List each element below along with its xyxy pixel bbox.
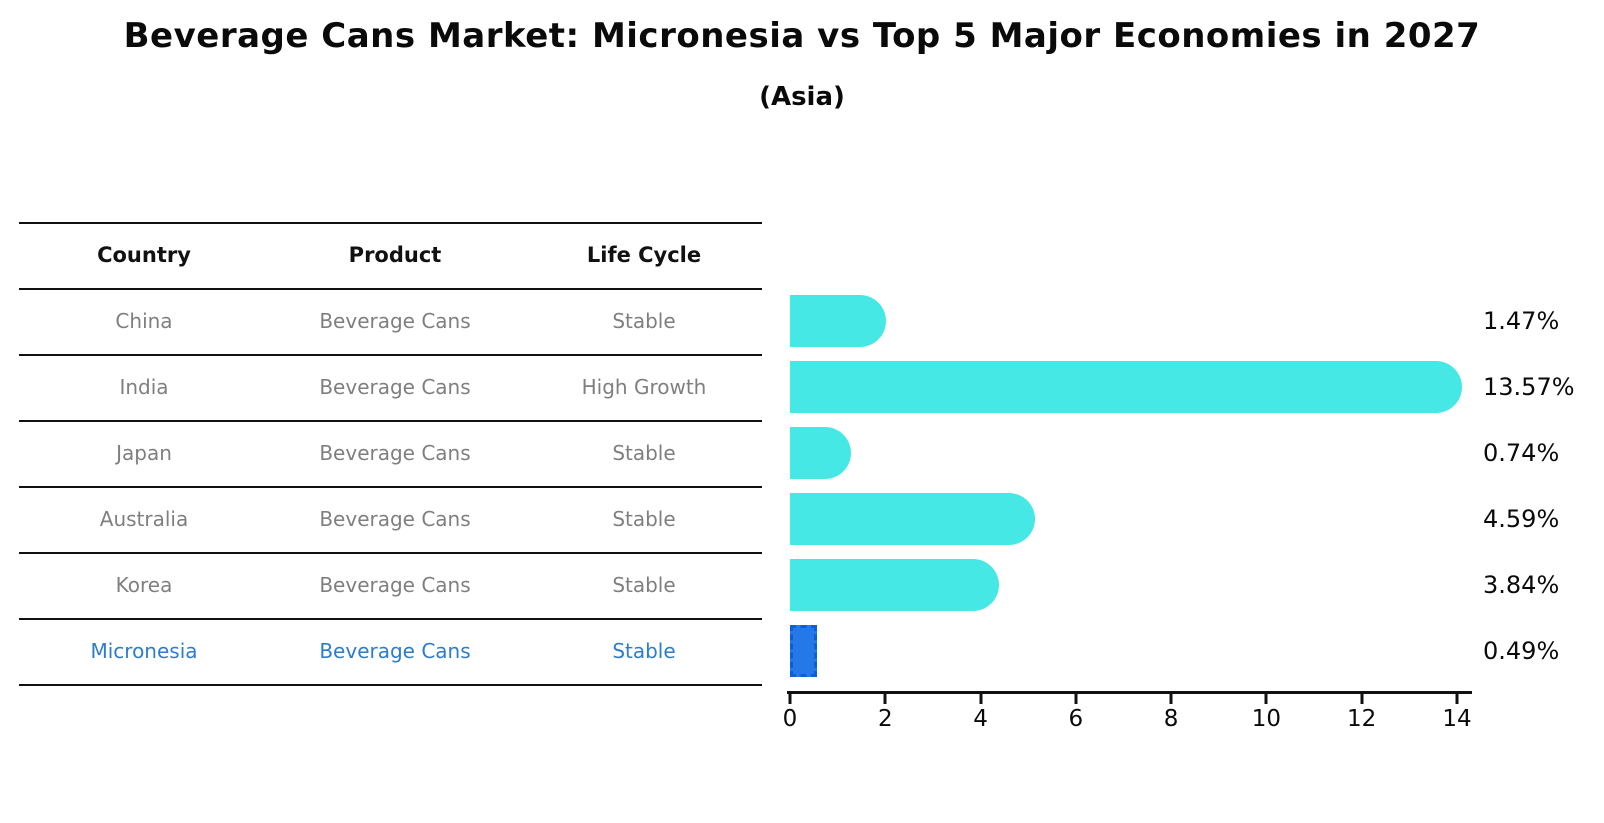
x-axis-tick-label: 6: [1068, 706, 1084, 732]
x-axis-tick-label: 14: [1442, 706, 1472, 732]
bar-value-label: 1.47%: [1483, 307, 1560, 335]
table-cell-product: Beverage Cans: [319, 639, 471, 663]
table-cell-country: India: [119, 375, 169, 399]
x-axis-tick: [1264, 694, 1268, 704]
bar-value-label: 4.59%: [1483, 505, 1560, 533]
bar-value-label: 3.84%: [1483, 571, 1560, 599]
bar-value-label: 0.74%: [1483, 439, 1560, 467]
table-cell-product: Beverage Cans: [319, 573, 471, 597]
table-rule-line: [19, 486, 762, 488]
table-header-life-cycle: Life Cycle: [586, 243, 702, 267]
table-header-country: Country: [97, 243, 191, 267]
table-cell-life-cycle: Stable: [612, 507, 676, 531]
table-rule-line: [19, 354, 762, 356]
x-axis-tick: [1455, 694, 1459, 704]
bar-china: [790, 295, 887, 347]
x-axis-tick: [883, 694, 887, 704]
table-cell-country: China: [115, 309, 173, 333]
x-axis-tick: [1360, 694, 1364, 704]
table-cell-country: Australia: [99, 507, 189, 531]
bar-korea: [790, 559, 999, 611]
table-cell-life-cycle: Stable: [612, 441, 676, 465]
x-axis-tick-label: 0: [782, 706, 798, 732]
bar-japan: [790, 427, 852, 479]
table-rule-line: [19, 222, 762, 224]
table-cell-life-cycle: Stable: [612, 573, 676, 597]
table-rule-line: [19, 288, 762, 290]
table-cell-country: Micronesia: [90, 639, 198, 663]
table-cell-product: Beverage Cans: [319, 507, 471, 531]
table-cell-product: Beverage Cans: [319, 309, 471, 333]
x-axis-tick-label: 10: [1251, 706, 1282, 732]
table-rule-line: [19, 420, 762, 422]
table-rule-line: [19, 552, 762, 554]
chart-subtitle: (Asia): [759, 82, 845, 112]
x-axis-tick-label: 4: [973, 706, 988, 732]
table-cell-country: Korea: [115, 573, 173, 597]
table-cell-life-cycle: Stable: [612, 639, 676, 663]
bar-micronesia-highlight: [790, 625, 818, 677]
table-cell-life-cycle: High Growth: [581, 375, 707, 399]
x-axis-tick-label: 12: [1347, 706, 1377, 732]
table-cell-country: Japan: [116, 441, 172, 465]
table-rule-line: [19, 618, 762, 620]
chart-title: Beverage Cans Market: Micronesia vs Top …: [123, 16, 1481, 56]
bar-value-label: 13.57%: [1483, 373, 1575, 401]
bar-australia: [790, 493, 1035, 545]
x-axis-tick: [1074, 694, 1078, 704]
x-axis-tick: [1169, 694, 1173, 704]
table-rule-line: [19, 684, 762, 686]
x-axis-tick-label: 2: [877, 706, 893, 732]
x-axis-tick: [788, 694, 792, 704]
bar-india: [790, 361, 1463, 413]
x-axis-tick-label: 8: [1163, 706, 1179, 732]
table-cell-product: Beverage Cans: [319, 375, 471, 399]
table-header-product: Product: [348, 243, 442, 267]
table-cell-product: Beverage Cans: [319, 441, 471, 465]
table-cell-life-cycle: Stable: [612, 309, 676, 333]
bar-value-label: 0.49%: [1483, 637, 1560, 665]
x-axis-tick: [979, 694, 983, 704]
x-axis-line: [787, 691, 1472, 694]
